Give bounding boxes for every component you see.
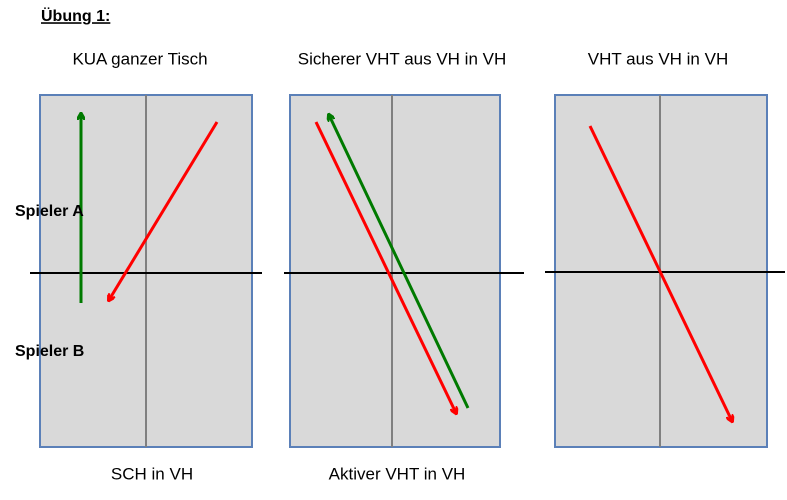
arrow bbox=[329, 115, 470, 409]
player-label: Spieler A bbox=[15, 203, 84, 220]
arrow bbox=[588, 125, 732, 421]
panel-caption: SCH in VH bbox=[111, 464, 193, 483]
panel-title: Sicherer VHT aus VH in VH bbox=[298, 49, 506, 68]
header-title: Übung 1: bbox=[41, 6, 110, 25]
panel-title: KUA ganzer Tisch bbox=[72, 49, 207, 68]
panel-title: VHT aus VH in VH bbox=[588, 49, 728, 68]
arrow bbox=[109, 121, 219, 300]
arrow bbox=[314, 121, 456, 413]
table bbox=[289, 94, 501, 448]
panel-caption: Aktiver VHT in VH bbox=[329, 464, 466, 483]
player-label: Spieler B bbox=[15, 343, 84, 360]
